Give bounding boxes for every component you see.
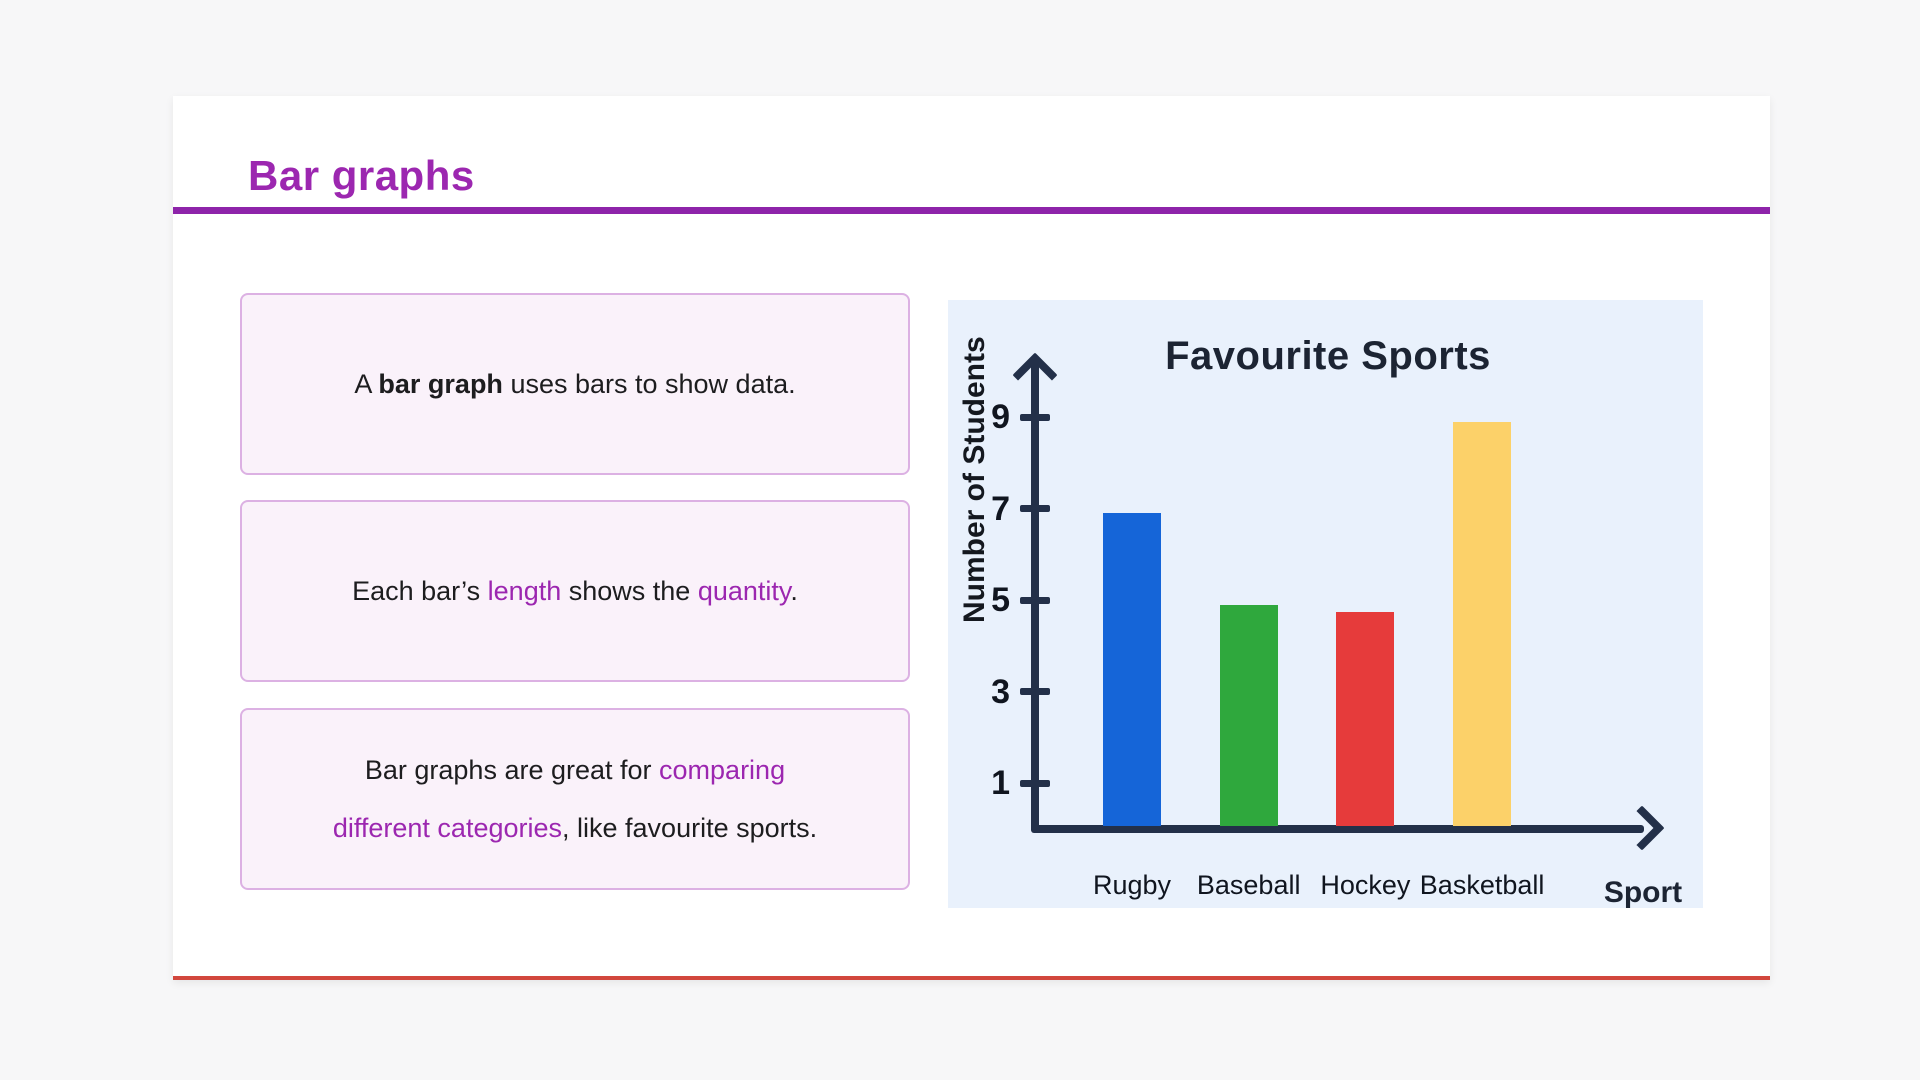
- text-segment: uses bars to show data.: [502, 369, 796, 399]
- info-text-comparing: Bar graphs are great for comparing differ…: [333, 741, 817, 857]
- y-tick-1: [1020, 779, 1050, 787]
- category-label-baseball: Baseball: [1196, 870, 1301, 900]
- text-segment: shows the: [561, 576, 698, 606]
- lesson-card: Bar graphs A bar graph uses bars to show…: [173, 96, 1770, 980]
- info-text-definition: A bar graph uses bars to show data.: [354, 355, 795, 413]
- bar-rugby: [1103, 513, 1161, 826]
- y-tick-label-9: 9: [991, 398, 1010, 437]
- info-text-length: Each bar’s length shows the quantity.: [352, 562, 798, 620]
- category-label-rugby: Rugby: [1092, 870, 1172, 900]
- x-axis-line: [1032, 825, 1644, 833]
- x-axis-label: Sport: [1603, 876, 1683, 909]
- y-tick-label-1: 1: [991, 764, 1010, 803]
- title-divider: [173, 207, 1770, 214]
- text-segment: Each bar’s: [352, 576, 488, 606]
- chart-title: Favourite Sports: [1165, 334, 1491, 378]
- y-axis-arrow-icon: [1012, 352, 1058, 398]
- text-segment: length: [487, 576, 562, 606]
- text-segment: .: [790, 576, 798, 606]
- bar-baseball: [1219, 605, 1278, 826]
- text-segment: different categories: [332, 813, 563, 843]
- text-segment: quantity: [697, 576, 791, 606]
- text-segment: comparing: [659, 755, 786, 785]
- info-box-length: Each bar’s length shows the quantity.: [240, 500, 910, 682]
- page-title: Bar graphs: [248, 152, 475, 200]
- text-segment: Bar graphs are great for: [364, 755, 660, 785]
- y-tick-label-5: 5: [991, 581, 1010, 620]
- info-box-comparing: Bar graphs are great for comparing differ…: [240, 708, 910, 890]
- favourite-sports-chart: Favourite Sports Number of Students Spor…: [948, 300, 1703, 909]
- y-tick-label-3: 3: [991, 672, 1010, 711]
- y-tick-7: [1020, 505, 1050, 513]
- y-tick-3: [1020, 688, 1050, 696]
- bar-basketball: [1453, 422, 1512, 826]
- y-tick-label-7: 7: [991, 489, 1010, 528]
- category-label-hockey: Hockey: [1320, 870, 1411, 900]
- bar-hockey: [1336, 612, 1395, 826]
- x-axis-arrow-icon: [1619, 805, 1665, 851]
- y-tick-9: [1020, 413, 1050, 421]
- category-label-basketball: Basketball: [1419, 870, 1545, 900]
- y-tick-5: [1020, 596, 1050, 604]
- text-segment: A: [354, 369, 379, 399]
- text-segment: bar graph: [378, 369, 503, 399]
- info-box-definition: A bar graph uses bars to show data.: [240, 293, 910, 475]
- text-segment: , like favourite sports.: [562, 813, 818, 843]
